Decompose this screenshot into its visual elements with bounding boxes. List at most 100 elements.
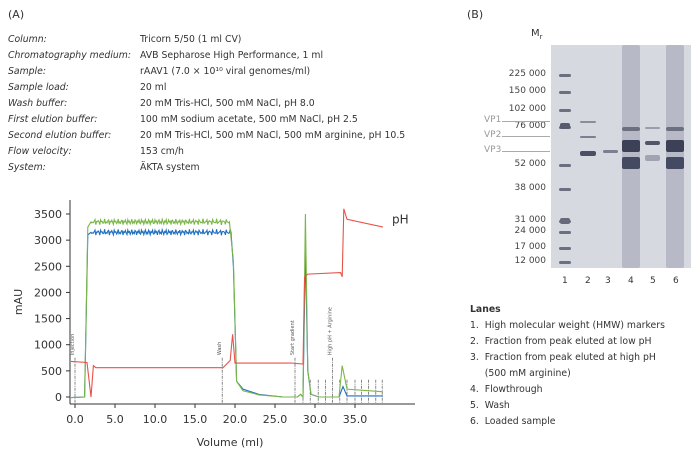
series-line xyxy=(70,227,383,399)
marker-band xyxy=(560,218,570,224)
lane-number: 4 xyxy=(628,276,634,286)
marker-band xyxy=(560,123,570,129)
lane-5-band xyxy=(645,141,660,145)
lane-item: 6. Loaded sample xyxy=(470,416,556,427)
x-tick-label: 35.0 xyxy=(343,413,368,426)
lane-4-band xyxy=(622,127,640,131)
panel-b-label: (B) xyxy=(467,8,484,21)
condition-value: 100 mM sodium acetate, 500 mM NaCl, pH 2… xyxy=(140,114,358,125)
mw-marker-label: 225 000 xyxy=(508,69,546,79)
y-tick-label: 2500 xyxy=(34,260,62,273)
condition-row: Second elution buffer: 20 mM Tris-HCl, 50… xyxy=(8,128,405,144)
mw-marker-label: 17 000 xyxy=(514,242,547,252)
mw-marker-label: 12 000 xyxy=(514,256,547,266)
lane-6-smear xyxy=(666,45,684,268)
event-label: Injection xyxy=(70,334,76,355)
lane-item: 4. Flowthrough xyxy=(470,384,543,395)
lane-item: 1. High molecular weight (HMW) markers xyxy=(470,320,665,331)
y-tick-label: 3500 xyxy=(34,208,62,221)
x-tick-label: 20.0 xyxy=(223,413,248,426)
vp-band xyxy=(580,136,596,138)
condition-key: First elution buffer: xyxy=(8,114,98,125)
lanes-title: Lanes xyxy=(470,304,501,315)
condition-key: System: xyxy=(8,162,46,173)
condition-row: Chromatography medium: AVB Sepharose High… xyxy=(8,48,405,64)
marker-band xyxy=(559,231,571,234)
marker-band xyxy=(559,109,571,112)
vp-line xyxy=(502,121,550,122)
lane-item: 5. Wash xyxy=(470,400,510,411)
x-tick-label: 30.0 xyxy=(303,413,328,426)
condition-key: Flow velocity: xyxy=(8,146,72,157)
mw-marker-label: 52 000 xyxy=(514,159,547,169)
condition-key: Sample: xyxy=(8,66,46,77)
marker-band xyxy=(559,91,571,94)
vp-label: VP1 xyxy=(484,115,502,125)
condition-value: Tricorn 5/50 (1 ml CV) xyxy=(140,34,242,45)
mw-marker-label: 24 000 xyxy=(514,226,547,236)
vp-band xyxy=(580,151,596,156)
condition-value: 20 mM Tris-HCl, 500 mM NaCl, 500 mM argi… xyxy=(140,130,406,141)
series-line xyxy=(70,213,384,399)
event-label: High pH + Arginine xyxy=(328,307,334,355)
lane-item: 2. Fraction from peak eluted at low pH xyxy=(470,336,652,347)
marker-band xyxy=(559,188,571,191)
mr-sub: r xyxy=(539,33,543,41)
marker-band xyxy=(559,164,571,167)
marker-band xyxy=(559,261,571,264)
condition-row: Sample: rAAV1 (7.0 × 10¹⁰ viral genomes/m… xyxy=(8,64,405,80)
condition-row: Sample load: 20 ml xyxy=(8,80,405,96)
condition-value: 20 ml xyxy=(140,82,167,93)
condition-key: Column: xyxy=(8,34,47,45)
condition-row: System: ÄKTA system xyxy=(8,160,405,176)
condition-row: Wash buffer: 20 mM Tris-HCl, 500 mM NaCl,… xyxy=(8,96,405,112)
lane-number: 3 xyxy=(605,276,611,286)
lane-5-band xyxy=(645,127,660,129)
x-tick-label: 5.0 xyxy=(106,413,124,426)
x-tick-label: 15.0 xyxy=(183,413,208,426)
lane-item: (500 mM arginine) xyxy=(470,368,571,379)
x-axis-label: Volume (ml) xyxy=(197,436,264,449)
series-label-ph: pH xyxy=(392,212,409,226)
vp-band xyxy=(580,121,596,123)
condition-key: Sample load: xyxy=(8,82,69,93)
y-tick-label: 3000 xyxy=(34,234,62,247)
condition-row: First elution buffer: 100 mM sodium aceta… xyxy=(8,112,405,128)
mw-marker-label: 102 000 xyxy=(508,104,546,114)
event-label: Start gradient xyxy=(290,320,296,355)
lane-6-band xyxy=(666,140,684,152)
mw-marker-label: 31 000 xyxy=(514,215,547,225)
condition-value: 153 cm/h xyxy=(140,146,184,157)
condition-value: AVB Sepharose High Performance, 1 ml xyxy=(140,50,324,61)
lanes-legend: Lanes 1. High molecular weight (HMW) mar… xyxy=(470,302,665,430)
x-tick-label: 10.0 xyxy=(143,413,168,426)
lane-number: 2 xyxy=(585,276,591,286)
condition-row: Column: Tricorn 5/50 (1 ml CV) xyxy=(8,32,405,48)
lane-item: 3. Fraction from peak eluted at high pH xyxy=(470,352,656,363)
panel-a-label: (A) xyxy=(8,8,25,21)
lane-4-band xyxy=(622,157,640,169)
y-tick-label: 1500 xyxy=(34,313,62,326)
mw-marker-label: 38 000 xyxy=(514,183,547,193)
condition-key: Chromatography medium: xyxy=(8,50,131,61)
y-axis-label: mAU xyxy=(12,289,25,315)
condition-key: Wash buffer: xyxy=(8,98,68,109)
marker-band xyxy=(559,74,571,77)
vp-label: VP2 xyxy=(484,130,502,140)
gel-image xyxy=(551,45,691,268)
mw-marker-label: 150 000 xyxy=(508,86,546,96)
series-line xyxy=(70,208,384,398)
condition-value: ÄKTA system xyxy=(140,162,200,173)
lane-6-band xyxy=(666,157,684,169)
vp-band xyxy=(603,150,618,153)
vp-line xyxy=(502,136,550,137)
y-tick-label: 2000 xyxy=(34,286,62,299)
x-tick-label: 25.0 xyxy=(263,413,288,426)
lane-6-band xyxy=(666,127,684,131)
lane-5-band xyxy=(645,155,660,161)
lane-number: 5 xyxy=(650,276,656,286)
condition-row: Flow velocity: 153 cm/h xyxy=(8,144,405,160)
y-tick-label: 0 xyxy=(55,391,62,404)
condition-value: rAAV1 (7.0 × 10¹⁰ viral genomes/ml) xyxy=(140,66,311,77)
conditions-table: Column: Tricorn 5/50 (1 ml CV) Chromatogra… xyxy=(8,32,405,176)
